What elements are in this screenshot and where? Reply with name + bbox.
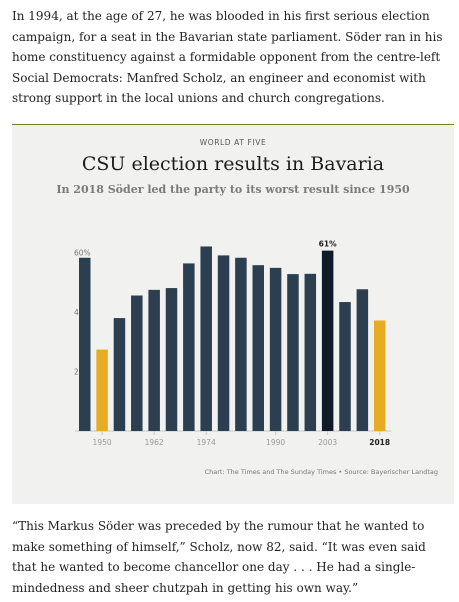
bar-1962: [148, 289, 160, 431]
x-tick-label-1990: 1990: [266, 438, 285, 447]
chart-title: CSU election results in Bavaria: [81, 153, 385, 175]
bar-chart: 20 40 60% 1950 1962 1974 1990 2003 61% 2018: [74, 240, 392, 447]
bar-2013: [356, 289, 369, 431]
chart-subtitle: In 2018 Söder led the party to its worst…: [56, 183, 410, 196]
bar-2018: [373, 320, 386, 431]
chart-card: WORLD AT FIVE CSU election results in Ba…: [12, 125, 454, 504]
section-divider: [12, 124, 454, 125]
x-tick-label-2018: 2018: [369, 438, 390, 447]
bar-1954: [113, 318, 126, 431]
bar-1986: [252, 265, 264, 431]
article-paragraph: In 1994, at the age of 27, he was bloode…: [12, 9, 443, 105]
bar-1982: [235, 257, 247, 431]
bar-1990: [269, 267, 282, 431]
y-tick-label: 40: [74, 308, 84, 317]
bar-1966: [165, 288, 178, 431]
chart-source: Chart: The Times and The Sunday Times • …: [204, 468, 438, 476]
y-tick-label: 60%: [74, 249, 91, 258]
bar-1970: [183, 263, 195, 431]
bar-2008: [339, 302, 351, 431]
bar-1946: [79, 257, 91, 431]
bar-1958: [131, 295, 143, 431]
y-tick-label: 20: [74, 368, 84, 377]
x-tick-label-1962: 1962: [145, 438, 164, 447]
x-tick-label-1950: 1950: [93, 438, 112, 447]
x-tick-label-1974: 1974: [197, 438, 216, 447]
x-tick-label-2003: 2003: [318, 438, 337, 447]
bar-1998: [304, 273, 317, 431]
bar-1978: [217, 255, 230, 431]
bar-1950: [96, 349, 108, 431]
article-paragraph-quote: “This Markus Söder was preceded by the r…: [12, 519, 426, 595]
bar-2003: [321, 250, 334, 431]
bar-1974: [200, 246, 212, 431]
chart-kicker: WORLD AT FIVE: [199, 138, 267, 147]
data-label-2003: 61%: [319, 240, 337, 249]
bar-1994: [287, 274, 299, 431]
